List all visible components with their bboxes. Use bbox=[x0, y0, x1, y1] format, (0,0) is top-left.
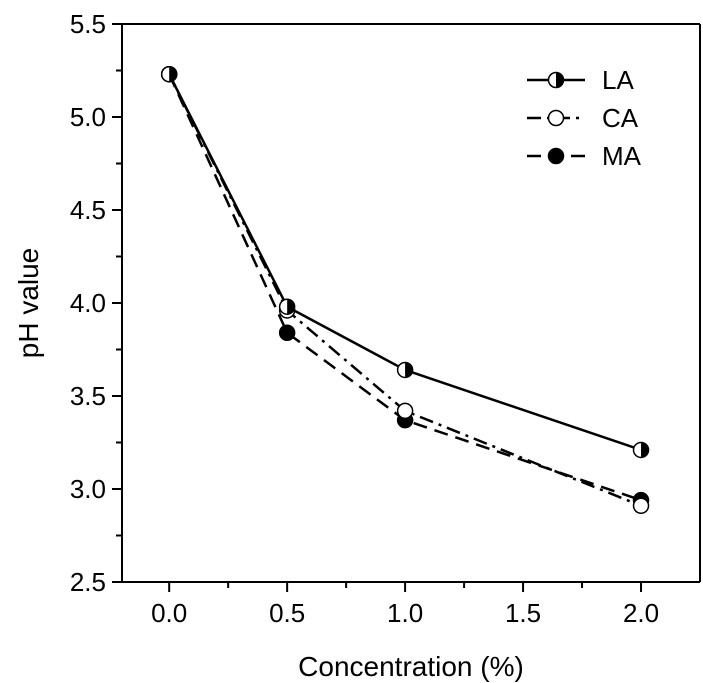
x-tick-label: 2.0 bbox=[623, 598, 659, 628]
legend: LA CA MA bbox=[527, 65, 642, 171]
marker-half-fill bbox=[405, 362, 413, 378]
series-line-ca bbox=[168, 73, 642, 507]
y-tick-label: 2.5 bbox=[70, 567, 106, 597]
marker-half-fill bbox=[556, 72, 564, 88]
legend-label-ma: MA bbox=[602, 141, 642, 171]
y-tick-label: 3.0 bbox=[70, 474, 106, 504]
y-tick-label: 4.5 bbox=[70, 195, 106, 225]
series-line-ma bbox=[168, 73, 642, 502]
x-tick-label: 0.0 bbox=[151, 598, 187, 628]
y-axis-ticks: 2.5 3.0 3.5 4.0 4.5 5.0 5.5 bbox=[70, 9, 122, 597]
legend-label-ca: CA bbox=[602, 103, 639, 133]
y-tick-label: 3.5 bbox=[70, 381, 106, 411]
x-tick-label: 0.5 bbox=[269, 598, 305, 628]
y-tick-label: 5.0 bbox=[70, 102, 106, 132]
data-point-la bbox=[396, 361, 414, 379]
x-tick-label: 1.5 bbox=[505, 598, 541, 628]
legend-marker-ma bbox=[547, 147, 565, 165]
legend-marker-ca bbox=[547, 109, 565, 127]
series-markers bbox=[160, 65, 650, 514]
x-tick-label: 1.0 bbox=[387, 598, 423, 628]
data-point-ma bbox=[278, 324, 296, 342]
legend-label-la: LA bbox=[602, 65, 634, 95]
y-axis-title: pH value bbox=[13, 248, 44, 359]
data-point-ca bbox=[396, 402, 414, 420]
marker-half-fill bbox=[287, 299, 295, 315]
marker-half-fill bbox=[641, 442, 649, 458]
y-tick-label: 5.5 bbox=[70, 9, 106, 39]
x-axis-title: Concentration (%) bbox=[298, 651, 524, 682]
series-lines bbox=[168, 73, 642, 507]
x-axis-ticks: 0.0 0.5 1.0 1.5 2.0 bbox=[151, 582, 659, 628]
marker-half-fill bbox=[169, 66, 177, 82]
data-point-ca bbox=[632, 497, 650, 514]
data-point-la bbox=[278, 298, 296, 315]
data-point-la bbox=[160, 65, 178, 83]
legend-marker-la bbox=[547, 71, 565, 89]
series-line-la bbox=[168, 73, 642, 452]
y-tick-label: 4.0 bbox=[70, 288, 106, 318]
data-point-la bbox=[632, 441, 650, 459]
